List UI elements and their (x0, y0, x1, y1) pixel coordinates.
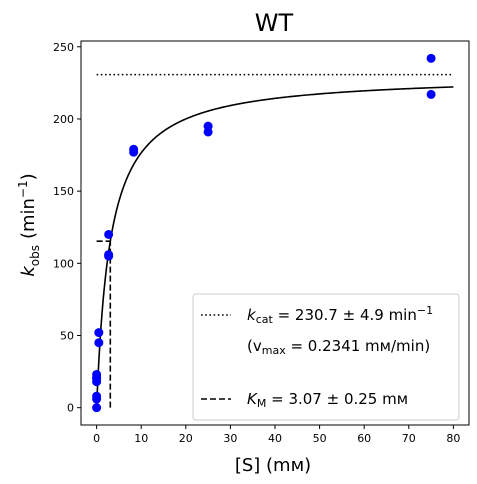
legend-km-value: = 3.07 ± 0.25 mм (266, 390, 408, 408)
y-tick-label: 250 (53, 41, 74, 54)
x-tick-label: 10 (134, 432, 148, 445)
legend-km-label: KM = 3.07 ± 0.25 mм (247, 390, 408, 410)
x-tick-label: 30 (223, 432, 237, 445)
x-tick-label: 70 (402, 432, 416, 445)
y-tick-label: 0 (67, 402, 74, 415)
y-axis-label-k: k (18, 265, 39, 277)
data-point (92, 403, 102, 413)
y-tick-label: 200 (53, 113, 74, 126)
y-axis-label-close: ) (18, 173, 39, 180)
x-axis-label-main: [S] ( (235, 455, 273, 476)
x-tick-label: 50 (313, 432, 327, 445)
legend-kcat-label: kcat = 230.7 ± 4.9 min−1 (247, 304, 433, 326)
data-point (92, 369, 102, 379)
legend-kcat-prefix: k (247, 306, 257, 324)
legend-frame (192, 293, 460, 421)
legend-kcat-sub: cat (256, 313, 274, 326)
x-axis-label: [S] (mм) (235, 455, 311, 476)
y-tick-label: 150 (53, 185, 74, 198)
x-axis-label-close: ) (304, 455, 311, 476)
data-point (104, 250, 114, 260)
legend-vmax-label: (vmax = 0.2341 mм/min) (247, 337, 430, 357)
x-tick-label: 0 (93, 432, 100, 445)
y-axis-label: kobs (min−1) (16, 173, 42, 276)
chart-title: WT (255, 9, 294, 37)
legend-km-prefix: K (247, 390, 258, 408)
legend-vmax-open: (v (247, 337, 262, 355)
x-tick-label: 40 (268, 432, 282, 445)
fit-curve (95, 86, 454, 408)
legend-vmax-sub: max (262, 344, 286, 357)
data-point (104, 229, 114, 239)
plot-frame (80, 40, 470, 426)
y-axis-label-unit: (min (18, 198, 39, 239)
data-point (426, 53, 436, 63)
legend: kcat = 230.7 ± 4.9 min−1 (vmax = 0.2341 … (192, 293, 460, 421)
legend-kcat-sup: −1 (417, 304, 433, 317)
x-tick-label: 80 (446, 432, 460, 445)
data-point (426, 89, 436, 99)
legend-vmax-value: = 0.2341 mм/min) (286, 337, 430, 355)
data-point (94, 328, 104, 338)
x-tick-label: 60 (357, 432, 371, 445)
y-tick-label: 100 (53, 257, 74, 270)
y-axis-label-sup: −1 (16, 180, 30, 198)
legend-kcat-value: = 230.7 ± 4.9 min (273, 306, 417, 324)
y-tick-label: 50 (60, 329, 74, 342)
x-axis-label-unit: mм (273, 455, 304, 476)
legend-km-sub: M (257, 397, 267, 410)
y-axis-label-sub: obs (28, 245, 42, 266)
axis-ticks: 0 10 20 30 40 50 60 70 80 0 50 100 150 200 250 (53, 41, 460, 445)
data-point (203, 121, 213, 131)
data-point (92, 391, 102, 401)
data-point (94, 338, 104, 348)
x-tick-label: 20 (179, 432, 193, 445)
plot-area (92, 53, 454, 413)
data-point (129, 144, 139, 154)
